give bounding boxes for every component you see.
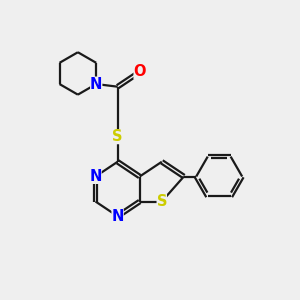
Text: N: N (89, 169, 102, 184)
Text: N: N (90, 76, 102, 92)
Text: S: S (157, 194, 167, 209)
Text: O: O (134, 64, 146, 80)
Text: S: S (112, 129, 123, 144)
Text: N: N (111, 209, 124, 224)
